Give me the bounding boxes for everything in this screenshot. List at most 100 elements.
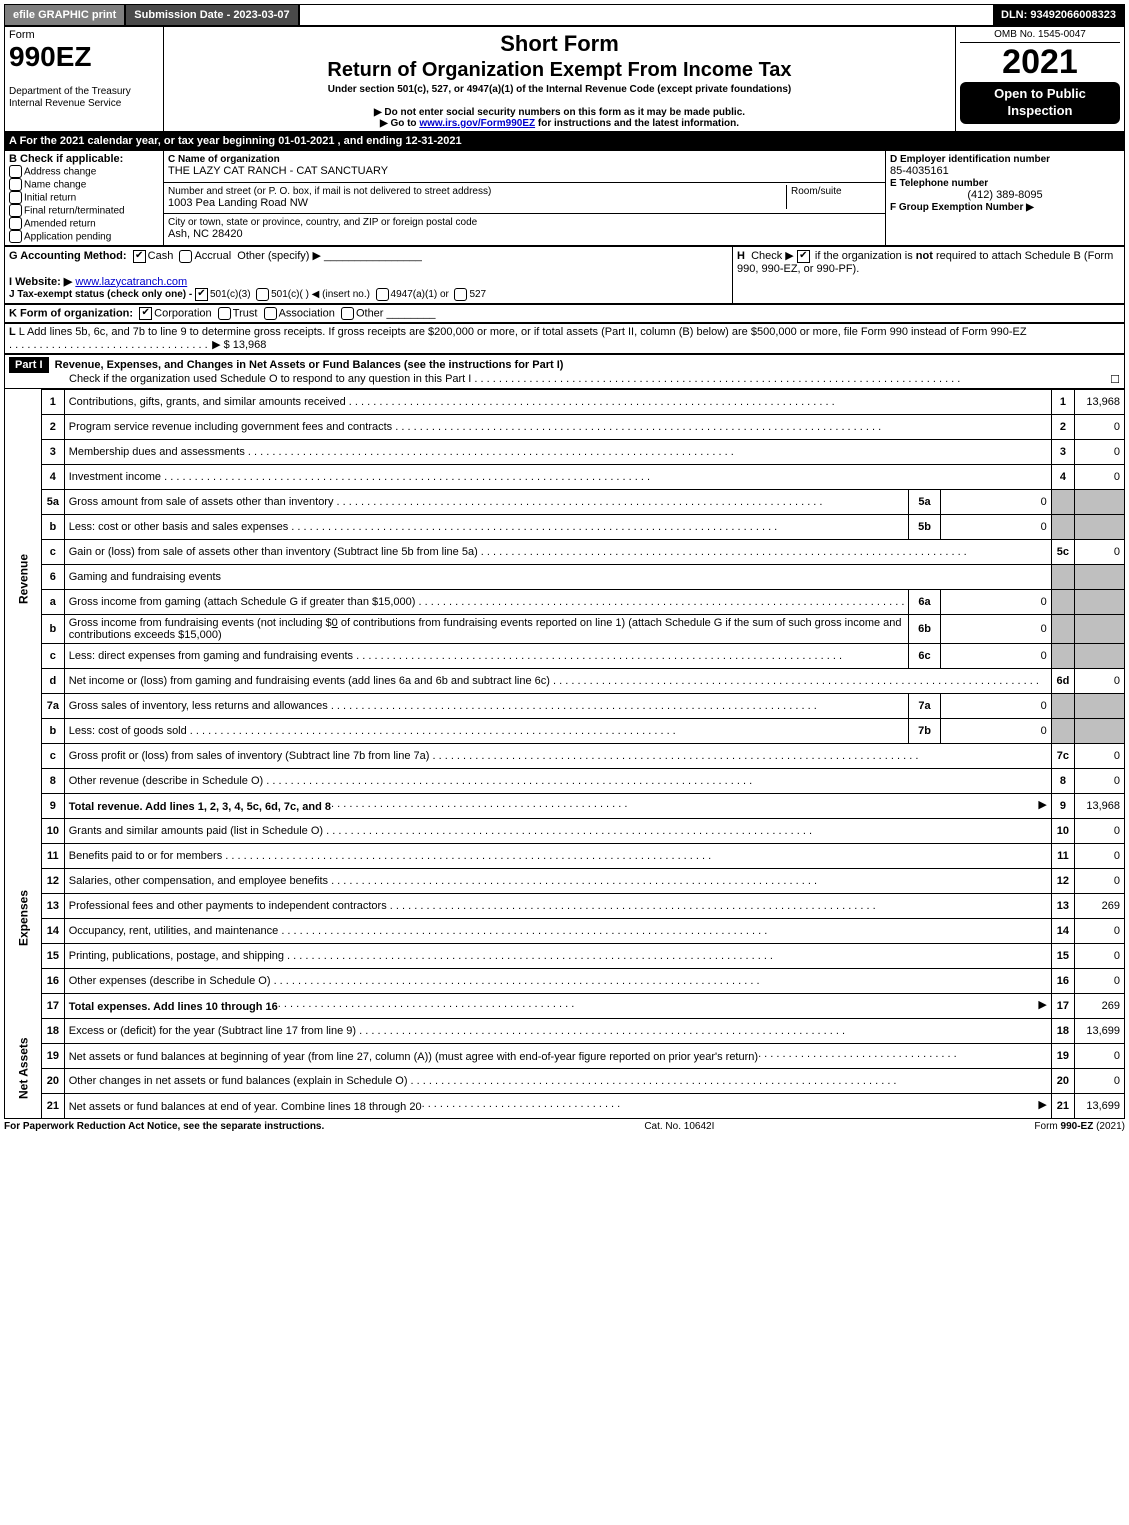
line-3-desc: Membership dues and assessments bbox=[64, 439, 1051, 464]
checkbox-initial-return[interactable] bbox=[9, 191, 22, 204]
section-d-label: D Employer identification number bbox=[890, 154, 1050, 165]
irs-link[interactable]: www.irs.gov/Form990EZ bbox=[419, 118, 535, 129]
line-5a-desc: Gross amount from sale of assets other t… bbox=[64, 489, 909, 514]
line-4-desc: Investment income bbox=[64, 464, 1051, 489]
line-5c-desc: Gain or (loss) from sale of assets other… bbox=[64, 539, 1051, 564]
checkbox-501c[interactable] bbox=[256, 288, 269, 301]
ssn-note: ▶ Do not enter social security numbers o… bbox=[168, 107, 951, 118]
expenses-sidelabel: Expenses bbox=[5, 818, 42, 1018]
line-7a-desc: Gross sales of inventory, less returns a… bbox=[64, 693, 909, 718]
line-8-amt: 0 bbox=[1075, 768, 1125, 793]
line-21-amt: 13,699 bbox=[1075, 1093, 1125, 1118]
line-7c-amt: 0 bbox=[1075, 743, 1125, 768]
line-13-desc: Professional fees and other payments to … bbox=[64, 893, 1051, 918]
line-8-desc: Other revenue (describe in Schedule O) bbox=[64, 768, 1051, 793]
cat-no: Cat. No. 10642I bbox=[644, 1121, 714, 1132]
line-6a-desc: Gross income from gaming (attach Schedul… bbox=[64, 589, 909, 614]
line-18-amt: 13,699 bbox=[1075, 1018, 1125, 1043]
line-2-desc: Program service revenue including govern… bbox=[64, 414, 1051, 439]
line-10-amt: 0 bbox=[1075, 818, 1125, 843]
checkbox-association[interactable] bbox=[264, 307, 277, 320]
line-17-desc: Total expenses. Add lines 10 through 16 … bbox=[64, 993, 1051, 1018]
dln-label: DLN: 93492066008323 bbox=[993, 5, 1124, 25]
checkbox-address-change[interactable] bbox=[9, 165, 22, 178]
efile-print-button[interactable]: efile GRAPHIC print bbox=[5, 5, 126, 25]
line-5b-subval: 0 bbox=[940, 514, 1051, 539]
line-4-amt: 0 bbox=[1075, 464, 1125, 489]
line-12-amt: 0 bbox=[1075, 868, 1125, 893]
line-21-desc: Net assets or fund balances at end of ye… bbox=[64, 1093, 1051, 1118]
line-16-amt: 0 bbox=[1075, 968, 1125, 993]
checkbox-corporation[interactable] bbox=[139, 307, 152, 320]
omb-number: OMB No. 1545-0047 bbox=[960, 29, 1120, 43]
part-i-heading: Revenue, Expenses, and Changes in Net As… bbox=[55, 359, 564, 371]
city-value: Ash, NC 28420 bbox=[168, 228, 243, 240]
checkbox-accrual[interactable] bbox=[179, 250, 192, 263]
checkbox-501c3[interactable] bbox=[195, 288, 208, 301]
line-1-desc: Contributions, gifts, grants, and simila… bbox=[64, 389, 1051, 414]
line-5b-desc: Less: cost or other basis and sales expe… bbox=[64, 514, 909, 539]
line-9-desc: Total revenue. Add lines 1, 2, 3, 4, 5c,… bbox=[64, 793, 1051, 818]
line-7b-desc: Less: cost of goods sold bbox=[64, 718, 909, 743]
line-11-amt: 0 bbox=[1075, 843, 1125, 868]
website-link[interactable]: www.lazycatranch.com bbox=[75, 276, 187, 288]
short-form-title: Short Form bbox=[168, 31, 951, 57]
section-a: A For the 2021 calendar year, or tax yea… bbox=[5, 133, 1125, 150]
revenue-sidelabel: Revenue bbox=[5, 389, 42, 768]
line-14-desc: Occupancy, rent, utilities, and maintena… bbox=[64, 918, 1051, 943]
line-15-amt: 0 bbox=[1075, 943, 1125, 968]
checkbox-cash[interactable] bbox=[133, 250, 146, 263]
checkbox-application-pending[interactable] bbox=[9, 230, 22, 243]
checkbox-trust[interactable] bbox=[218, 307, 231, 320]
line-6d-desc: Net income or (loss) from gaming and fun… bbox=[64, 668, 1051, 693]
tax-year: 2021 bbox=[960, 43, 1120, 82]
checkbox-other-org[interactable] bbox=[341, 307, 354, 320]
section-l-text: L L Add lines 5b, 6c, and 7b to line 9 t… bbox=[9, 326, 1027, 338]
ein-value: 85-4035161 bbox=[890, 165, 949, 177]
subtitle: Under section 501(c), 527, or 4947(a)(1)… bbox=[168, 84, 951, 95]
line-17-amt: 269 bbox=[1075, 993, 1125, 1018]
checkbox-amended-return[interactable] bbox=[9, 217, 22, 230]
checkbox-name-change[interactable] bbox=[9, 178, 22, 191]
line-18-desc: Excess or (deficit) for the year (Subtra… bbox=[64, 1018, 1051, 1043]
checkbox-4947[interactable] bbox=[376, 288, 389, 301]
main-title: Return of Organization Exempt From Incom… bbox=[168, 59, 951, 82]
section-i-label: I Website: ▶ bbox=[9, 276, 72, 288]
section-j-label: J Tax-exempt status (check only one) - bbox=[9, 289, 195, 300]
page-footer: For Paperwork Reduction Act Notice, see … bbox=[4, 1119, 1125, 1134]
open-to-public: Open to Public Inspection bbox=[960, 82, 1120, 124]
line-3-amt: 0 bbox=[1075, 439, 1125, 464]
room-label: Room/suite bbox=[791, 186, 842, 197]
line-10-desc: Grants and similar amounts paid (list in… bbox=[64, 818, 1051, 843]
checkbox-527[interactable] bbox=[454, 288, 467, 301]
line-15-desc: Printing, publications, postage, and shi… bbox=[64, 943, 1051, 968]
street-label: Number and street (or P. O. box, if mail… bbox=[168, 186, 491, 197]
line-13-amt: 269 bbox=[1075, 893, 1125, 918]
part-i-check: Check if the organization used Schedule … bbox=[69, 373, 960, 385]
checkbox-schedule-b[interactable] bbox=[797, 250, 810, 263]
form-number: 990EZ bbox=[9, 41, 92, 72]
line-20-desc: Other changes in net assets or fund bala… bbox=[64, 1068, 1051, 1093]
top-bar: efile GRAPHIC print Submission Date - 20… bbox=[4, 4, 1125, 26]
form-word: Form bbox=[9, 29, 35, 41]
line-9-amt: 13,968 bbox=[1075, 793, 1125, 818]
line-16-desc: Other expenses (describe in Schedule O) bbox=[64, 968, 1051, 993]
section-e-label: E Telephone number bbox=[890, 178, 988, 189]
line-20-amt: 0 bbox=[1075, 1068, 1125, 1093]
street-value: 1003 Pea Landing Road NW bbox=[168, 197, 308, 209]
section-g-label: G Accounting Method: bbox=[9, 250, 127, 262]
line-14-amt: 0 bbox=[1075, 918, 1125, 943]
line-19-desc: Net assets or fund balances at beginning… bbox=[64, 1043, 1051, 1068]
line-19-amt: 0 bbox=[1075, 1043, 1125, 1068]
org-name: THE LAZY CAT RANCH - CAT SANCTUARY bbox=[168, 165, 388, 177]
goto-note: ▶ Go to www.irs.gov/Form990EZ for instru… bbox=[168, 118, 951, 129]
part-i-checkbox[interactable]: ☐ bbox=[1110, 373, 1120, 386]
checkbox-final-return[interactable] bbox=[9, 204, 22, 217]
dept-label: Department of the Treasury Internal Reve… bbox=[9, 86, 131, 109]
line-6d-amt: 0 bbox=[1075, 668, 1125, 693]
line-5c-amt: 0 bbox=[1075, 539, 1125, 564]
section-k-label: K Form of organization: bbox=[9, 307, 133, 319]
line-7a-subval: 0 bbox=[940, 693, 1051, 718]
line-2-amt: 0 bbox=[1075, 414, 1125, 439]
line-6c-subval: 0 bbox=[940, 643, 1051, 668]
